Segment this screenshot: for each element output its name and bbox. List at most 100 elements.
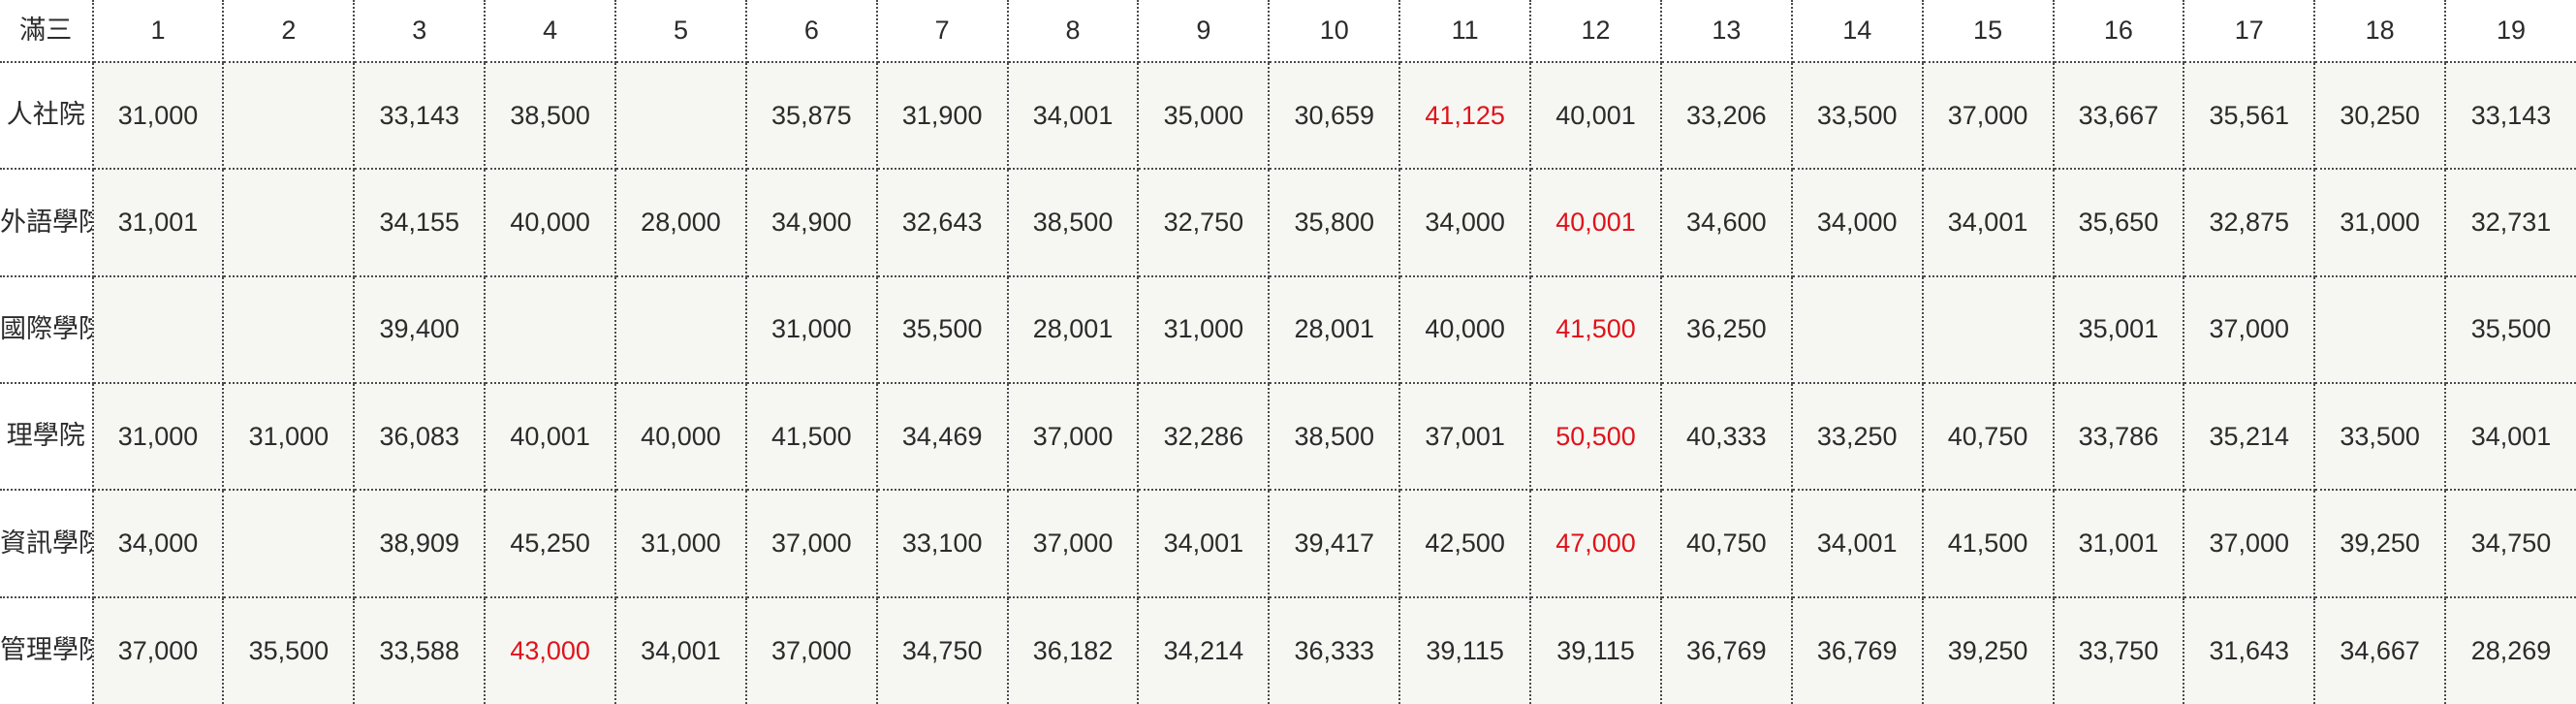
value-cell: 39,400 [354, 275, 487, 385]
value-cell: 30,250 [2314, 62, 2447, 171]
value-cell: 28,001 [1269, 275, 1401, 385]
value-cell: 34,001 [1138, 490, 1271, 598]
value-cell: 31,000 [615, 490, 747, 598]
column-header: 15 [1922, 0, 2055, 64]
value-cell: 31,000 [2314, 169, 2447, 277]
column-header: 10 [1269, 0, 1401, 64]
value-cell: 33,588 [354, 596, 487, 704]
value-cell [223, 490, 356, 598]
value-cell: 34,000 [1399, 169, 1532, 277]
value-cell: 34,001 [2445, 383, 2576, 492]
value-cell: 31,000 [92, 62, 225, 171]
value-cell: 34,000 [1791, 169, 1924, 277]
value-cell: 36,333 [1269, 596, 1401, 704]
value-cell-highlight: 41,500 [1530, 275, 1662, 385]
value-cell: 39,115 [1530, 596, 1662, 704]
value-cell: 31,900 [876, 62, 1009, 171]
value-cell: 42,500 [1399, 490, 1532, 598]
column-header: 12 [1530, 0, 1662, 64]
value-cell [615, 62, 747, 171]
college-label: 國際學院 [0, 275, 94, 385]
value-cell: 36,769 [1791, 596, 1924, 704]
value-cell: 34,214 [1138, 596, 1271, 704]
value-cell: 40,001 [485, 383, 617, 492]
value-cell: 35,500 [223, 596, 356, 704]
column-header: 17 [2183, 0, 2316, 64]
value-cell [1922, 275, 2055, 385]
value-cell: 41,500 [745, 383, 878, 492]
value-cell: 38,909 [354, 490, 487, 598]
value-cell: 33,143 [2445, 62, 2576, 171]
column-header: 16 [2053, 0, 2185, 64]
value-cell [223, 275, 356, 385]
header-row: 滿三 1 2 3 4 5 6 7 8 9 10 11 12 13 14 15 16 17 18 19 [0, 0, 2576, 64]
value-cell: 33,786 [2053, 383, 2185, 492]
value-cell: 32,731 [2445, 169, 2576, 277]
column-header: 4 [485, 0, 617, 64]
column-header: 6 [745, 0, 878, 64]
table-row: 人社院 31,000 33,143 38,500 35,875 31,900 34,001 3… [0, 62, 2576, 171]
college-label: 理學院 [0, 383, 94, 492]
value-cell: 31,643 [2183, 596, 2316, 704]
value-cell: 33,750 [2053, 596, 2185, 704]
value-cell: 34,001 [1922, 169, 2055, 277]
value-cell: 37,000 [1922, 62, 2055, 171]
value-cell: 34,469 [876, 383, 1009, 492]
table-row: 理學院 31,000 31,000 36,083 40,001 40,000 41,500 3… [0, 383, 2576, 492]
value-cell: 45,250 [485, 490, 617, 598]
value-cell: 35,500 [2445, 275, 2576, 385]
value-cell: 35,001 [2053, 275, 2185, 385]
column-header: 18 [2314, 0, 2447, 64]
value-cell-highlight: 47,000 [1530, 490, 1662, 598]
value-cell: 37,001 [1399, 383, 1532, 492]
value-cell: 32,875 [2183, 169, 2316, 277]
value-cell: 31,000 [223, 383, 356, 492]
value-cell: 35,500 [876, 275, 1009, 385]
value-cell: 40,001 [1530, 62, 1662, 171]
value-cell: 40,750 [1660, 490, 1793, 598]
value-cell: 35,875 [745, 62, 878, 171]
value-cell: 36,250 [1660, 275, 1793, 385]
value-cell: 34,750 [876, 596, 1009, 704]
column-header: 13 [1660, 0, 1793, 64]
value-cell: 37,000 [745, 596, 878, 704]
value-cell: 33,206 [1660, 62, 1793, 171]
column-header: 3 [354, 0, 487, 64]
value-cell: 36,182 [1007, 596, 1140, 704]
column-header: 19 [2445, 0, 2576, 64]
value-cell [223, 169, 356, 277]
column-header: 1 [92, 0, 225, 64]
corner-label: 滿三 [0, 0, 94, 64]
value-cell: 32,750 [1138, 169, 1271, 277]
column-header: 5 [615, 0, 747, 64]
value-cell: 37,000 [92, 596, 225, 704]
column-header: 2 [223, 0, 356, 64]
value-cell [2314, 275, 2447, 385]
value-cell: 31,000 [92, 383, 225, 492]
value-cell: 34,001 [1791, 490, 1924, 598]
value-cell: 33,250 [1791, 383, 1924, 492]
value-cell: 34,000 [92, 490, 225, 598]
value-cell: 39,250 [2314, 490, 2447, 598]
value-cell: 36,769 [1660, 596, 1793, 704]
value-cell: 33,100 [876, 490, 1009, 598]
value-cell: 41,500 [1922, 490, 2055, 598]
value-cell: 34,001 [615, 596, 747, 704]
column-header: 9 [1138, 0, 1271, 64]
value-cell: 30,659 [1269, 62, 1401, 171]
value-cell: 39,250 [1922, 596, 2055, 704]
college-label: 外語學院 [0, 169, 94, 277]
value-cell: 40,750 [1922, 383, 2055, 492]
value-cell: 40,000 [1399, 275, 1532, 385]
value-cell: 38,500 [1269, 383, 1401, 492]
value-cell: 35,000 [1138, 62, 1271, 171]
value-cell: 35,214 [2183, 383, 2316, 492]
value-cell-highlight: 41,125 [1399, 62, 1532, 171]
value-cell: 38,500 [485, 62, 617, 171]
value-cell: 35,561 [2183, 62, 2316, 171]
value-cell: 38,500 [1007, 169, 1140, 277]
value-cell: 35,800 [1269, 169, 1401, 277]
table-row: 資訊學院34,00038,90945,25031,00037,00033,100… [0, 490, 2576, 598]
